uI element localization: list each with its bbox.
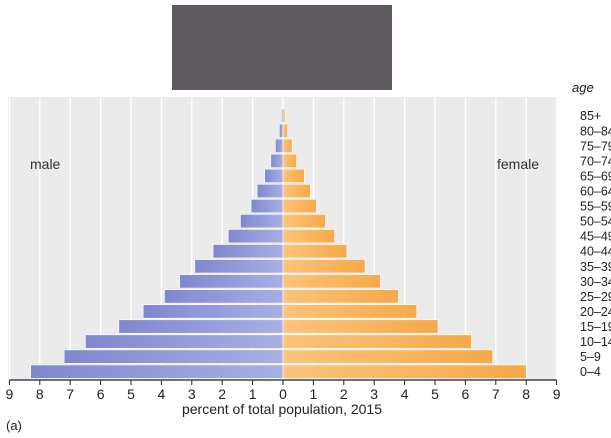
bar-male [212, 244, 284, 259]
bar-male [270, 153, 284, 168]
x-tick-label: 7 [66, 386, 74, 402]
bar-male [164, 289, 284, 304]
age-tick-label: 35–39 [580, 260, 611, 274]
bar-female [282, 123, 288, 138]
age-tick-labels: 0–45–910–1415–1920–2425–2930–3435–3940–4… [580, 109, 611, 379]
bar-female [282, 259, 366, 274]
x-tick-label: 2 [340, 386, 348, 402]
x-tick-label: 8 [36, 386, 44, 402]
age-tick-label: 5–9 [580, 350, 601, 364]
age-tick-label: 55–59 [580, 200, 611, 214]
bar-male [179, 274, 284, 289]
x-tick-label: 4 [158, 386, 166, 402]
bar-male [279, 123, 284, 138]
age-tick-label: 50–54 [580, 215, 611, 229]
bar-female [282, 334, 472, 349]
x-tick-label: 1 [310, 386, 318, 402]
age-tick-label: 40–44 [580, 245, 611, 259]
bar-female [282, 229, 335, 244]
bar-male [142, 304, 284, 319]
bar-female [282, 183, 311, 199]
panel-label: (a) [6, 418, 22, 433]
age-tick-label: 45–49 [580, 230, 611, 244]
bar-male [227, 229, 284, 244]
x-tick-label: 1 [249, 386, 257, 402]
bar-female [282, 364, 527, 379]
bar-female [282, 168, 305, 183]
female-series-label: female [497, 156, 540, 172]
title-banner [172, 5, 392, 90]
x-tick-label: 8 [522, 386, 530, 402]
age-tick-label: 70–74 [580, 154, 611, 168]
bar-female [282, 138, 293, 153]
bar-female [282, 304, 418, 319]
x-tick-label: 5 [431, 386, 439, 402]
bar-female [282, 289, 399, 304]
age-tick-label: 65–69 [580, 169, 611, 183]
bar-male [85, 334, 284, 349]
x-tick-label: 0 [279, 386, 287, 402]
bar-female [282, 153, 297, 168]
bar-male [194, 259, 284, 274]
bar-female [282, 274, 381, 289]
bar-female [282, 108, 286, 123]
bar-male [264, 168, 284, 183]
bar-male [275, 138, 284, 153]
x-tick-label: 6 [462, 386, 470, 402]
bar-female [282, 244, 348, 259]
bar-male [118, 319, 284, 334]
bar-female [282, 319, 439, 334]
age-tick-label: 15–19 [580, 320, 611, 334]
bar-female [282, 349, 494, 364]
age-tick-label: 85+ [580, 109, 601, 123]
age-tick-label: 60–64 [580, 185, 611, 199]
bars [30, 108, 527, 379]
age-tick-label: 80–84 [580, 124, 611, 138]
age-tick-label: 20–24 [580, 305, 611, 319]
age-axis-title: age [572, 80, 594, 95]
x-tick-label: 3 [188, 386, 196, 402]
bar-male [30, 364, 284, 379]
bar-male [240, 214, 284, 229]
male-series-label: male [30, 156, 61, 172]
bar-male [250, 199, 284, 214]
age-tick-label: 75–79 [580, 139, 611, 153]
x-axis: 9 8 7 6 5 4 3 2 1 0 1 2 3 4 5 6 7 8 9 [6, 379, 561, 402]
x-tick-label: 9 [6, 386, 14, 402]
x-tick-label: 3 [370, 386, 378, 402]
x-axis-label: percent of total population, 2015 [181, 401, 383, 417]
age-tick-label: 30–34 [580, 275, 611, 289]
age-tick-label: 10–14 [580, 335, 611, 349]
x-tick-label: 9 [553, 386, 561, 402]
bar-female [282, 199, 317, 214]
x-tick-label: 6 [97, 386, 105, 402]
bar-male [63, 349, 284, 364]
x-tick-label: 2 [218, 386, 226, 402]
bar-female [282, 214, 326, 229]
x-tick-label: 5 [127, 386, 135, 402]
x-tick-label: 7 [492, 386, 500, 402]
age-tick-label: 25–29 [580, 290, 611, 304]
bar-male [256, 183, 284, 199]
x-tick-label: 4 [401, 386, 409, 402]
age-tick-label: 0–4 [580, 365, 601, 379]
